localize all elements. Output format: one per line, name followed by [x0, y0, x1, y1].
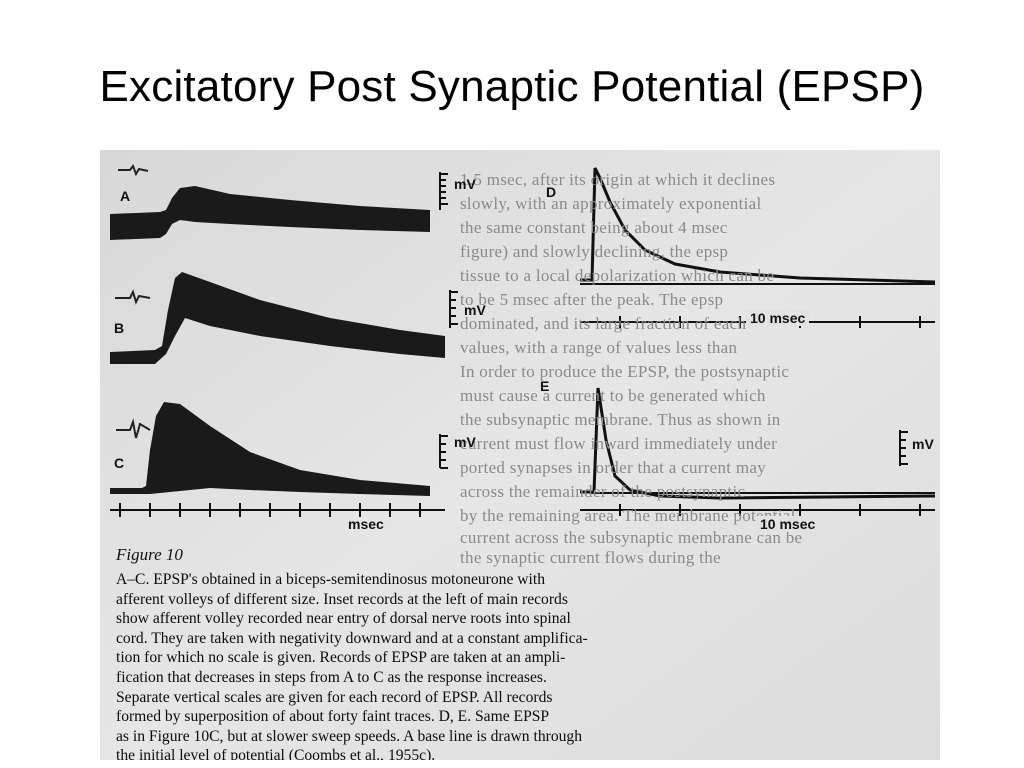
- background-text-line: dominated, and its large fraction of eac…: [460, 314, 747, 333]
- inset-volley-a: [118, 163, 149, 177]
- time-axis-e: [580, 504, 935, 516]
- caption-line: cord. They are taken with negativity dow…: [116, 629, 588, 647]
- scanned-figure: 1.5 msec, after its origin at which it d…: [100, 150, 940, 760]
- background-text-line: the subsynaptic membrane. Thus as shown …: [460, 410, 781, 429]
- figure-label: Figure 10: [116, 545, 183, 564]
- unit-label-mv-e: mV: [912, 436, 934, 452]
- caption-line: A–C. EPSP's obtained in a biceps-semiten…: [116, 571, 546, 588]
- trace-b: [110, 272, 458, 364]
- caption-line: as in Figure 10C, but at slower sweep sp…: [116, 727, 583, 745]
- scale-bar-b: [449, 290, 458, 328]
- scale-bar-c: [439, 434, 448, 469]
- panel-label-a: A: [120, 188, 131, 204]
- trace-c: [110, 402, 448, 517]
- background-text-line: values, with a range of values less than: [460, 338, 738, 357]
- time-label-e: 10 msec: [756, 516, 820, 532]
- background-text-line: by the remaining area. The membrane pote…: [460, 506, 796, 525]
- time-ticks-c: [119, 503, 421, 517]
- unit-label-mv-c: mV: [454, 434, 476, 450]
- background-text-line: In order to produce the EPSP, the postsy…: [460, 362, 790, 381]
- time-label-c: msec: [348, 516, 384, 532]
- background-text-line: the same constant being about 4 msec: [460, 218, 728, 237]
- background-text-line: slowly, with an approximately exponentia…: [460, 194, 762, 213]
- background-text-line: 1.5 msec, after its origin at which it d…: [460, 170, 776, 189]
- figure-traces: [100, 150, 940, 760]
- background-text-line: current across the subsynaptic membrane …: [460, 528, 803, 547]
- background-text-line: the synaptic current flows during the: [460, 548, 721, 567]
- unit-label-mv-a: mV: [454, 176, 476, 192]
- trace-a: [110, 163, 448, 240]
- caption-line: formed by superposition of about forty f…: [116, 708, 550, 726]
- caption-line: the initial level of potential (Coombs e…: [116, 747, 436, 760]
- background-text-line: figure) and slowly declining, the epsp: [460, 242, 729, 261]
- caption-line: tion for which no scale is given. Record…: [116, 649, 566, 667]
- scale-bar-e: [899, 430, 908, 466]
- panel-label-c: C: [114, 455, 125, 471]
- unit-label-mv-b: mV: [464, 302, 486, 318]
- figure-caption: A–C. EPSP's obtained in a biceps-semiten…: [116, 570, 934, 760]
- caption-line: fication that decreases in steps from A …: [116, 668, 547, 686]
- background-text-line: current must flow inward immediately und…: [460, 434, 778, 453]
- trace-e: [580, 387, 936, 516]
- caption-line: show afferent volley recorded near entry…: [116, 610, 571, 628]
- background-text-line: ported synapses in order that a current …: [460, 458, 767, 477]
- slide-title: Excitatory Post Synaptic Potential (EPSP…: [99, 62, 925, 111]
- panel-label-d: D: [546, 184, 557, 200]
- inset-volley-b: [115, 289, 151, 305]
- caption-line: afferent volleys of different size. Inse…: [116, 590, 568, 608]
- background-text-line: must cause a current to be generated whi…: [460, 386, 766, 405]
- caption-line: Separate vertical scales are given for e…: [116, 688, 553, 706]
- background-text-line: tissue to a local depolarization which c…: [460, 266, 775, 285]
- panel-label-b: B: [114, 320, 125, 336]
- panel-label-e: E: [540, 378, 550, 394]
- time-label-d: 10 msec: [746, 310, 810, 326]
- background-text-line: across the remainder of the postsynaptic: [460, 482, 746, 501]
- inset-volley-c: [116, 418, 151, 439]
- background-text-line: to be 5 msec after the peak. The epsp: [460, 290, 724, 309]
- scale-bar-a: [439, 172, 448, 210]
